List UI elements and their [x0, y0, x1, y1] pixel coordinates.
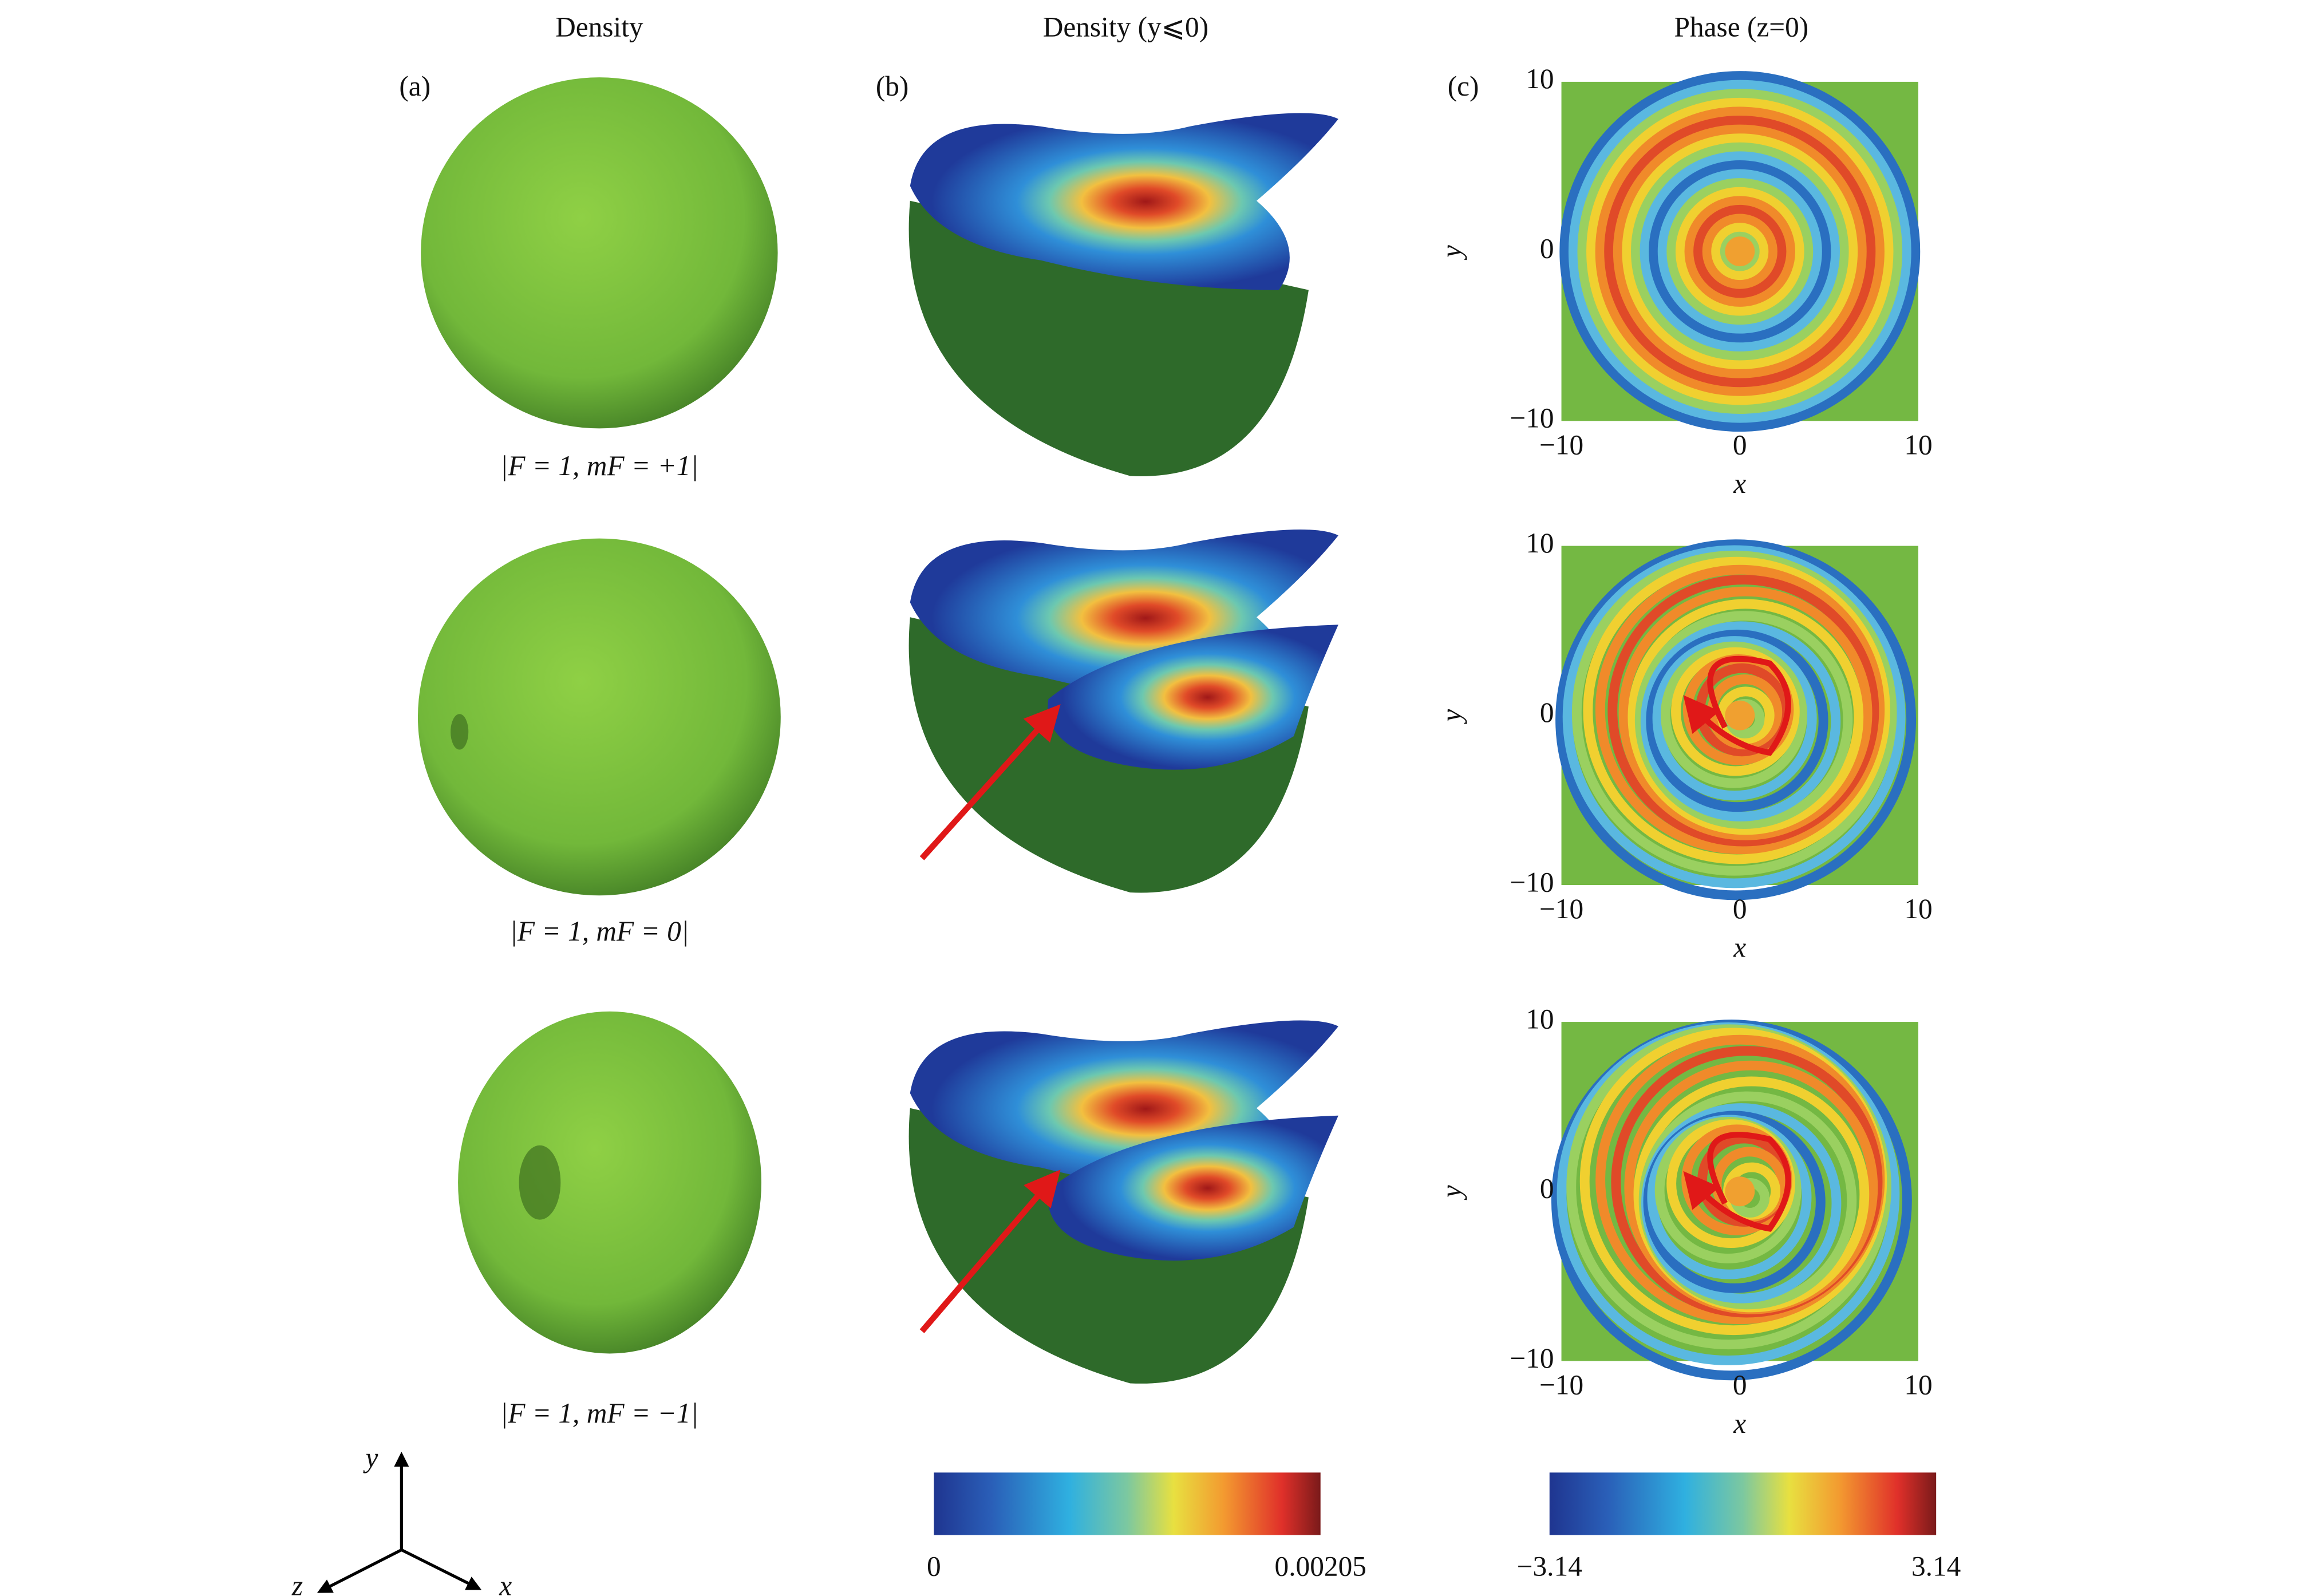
colorbar: [1549, 1472, 1937, 1535]
colorbar-max: 0.00205: [1275, 1551, 1366, 1582]
x-tick-label: 0: [1733, 429, 1747, 460]
phase-ring: [1586, 97, 1894, 405]
phase-ring: [1568, 80, 1911, 423]
phase-ring: [1657, 169, 1822, 334]
x-tick-label: 10: [1904, 893, 1932, 925]
x-tick-label: 0: [1733, 1369, 1747, 1401]
phase-ring: [1604, 116, 1876, 388]
y-tick-label: 0: [1540, 232, 1554, 264]
x-tick-label: 0: [1733, 893, 1747, 925]
phase-ring: [1630, 142, 1849, 361]
y-tick-label: 10: [1526, 527, 1554, 559]
density-lobe: [1048, 625, 1338, 770]
y-tick-label: −10: [1510, 866, 1554, 898]
phase-core: [1725, 236, 1755, 267]
y-axis-label: y: [1436, 1185, 1467, 1200]
phase-ring: [1675, 187, 1804, 316]
triad-label: z: [291, 1570, 303, 1596]
phase-ring: [1618, 586, 1873, 840]
phase-ring: [1666, 178, 1814, 325]
phase-ring: [1711, 223, 1769, 281]
phase-ring: [1555, 539, 1917, 900]
phase-ring: [1607, 575, 1879, 847]
y-tick-label: 0: [1540, 1173, 1554, 1204]
phase-ring: [1702, 214, 1777, 289]
state-label: |F = 1, mF = +1|: [500, 450, 698, 481]
x-tick-label: 10: [1904, 1369, 1932, 1401]
phase-ring: [1671, 647, 1800, 776]
state-label: |F = 1, mF = −1|: [500, 1397, 698, 1429]
y-axis-label: y: [1436, 709, 1467, 725]
arrow: [919, 1170, 1061, 1333]
phase-ring: [1595, 106, 1885, 396]
phase-ring: [1652, 636, 1817, 801]
phase-ring: [1628, 599, 1864, 835]
panel-label: (b): [876, 70, 909, 102]
vortex-arrow: [1683, 655, 1791, 756]
phase-core: [1725, 1176, 1755, 1207]
triad-axis: [317, 1548, 402, 1593]
x-tick-label: 10: [1904, 429, 1932, 460]
colorbar-min: 0: [927, 1551, 941, 1582]
vortex-dimple: [519, 1145, 561, 1220]
phase-ring: [1622, 133, 1858, 370]
phase-ring: [1559, 71, 1921, 432]
phase-ring: [1613, 124, 1867, 378]
phase-core: [1725, 700, 1755, 730]
phase-ring: [1693, 204, 1787, 298]
phase-ring: [1646, 629, 1828, 812]
x-axis-label: x: [1733, 932, 1746, 963]
density-sphere: [458, 1011, 762, 1354]
arrow: [919, 704, 1061, 860]
phase-ring: [1684, 196, 1796, 307]
y-tick-label: 0: [1540, 697, 1554, 728]
panel-label: (a): [399, 70, 430, 102]
phase-ring: [1640, 151, 1840, 351]
density-lobe: [1048, 1115, 1338, 1261]
y-tick-label: 10: [1526, 1003, 1554, 1034]
phase-ring: [1571, 550, 1897, 876]
x-axis-label: x: [1733, 468, 1746, 499]
phase-ring: [1595, 564, 1885, 855]
vortex-dimple: [451, 714, 469, 750]
x-tick-label: −10: [1539, 1369, 1583, 1401]
column-title: Density: [555, 11, 643, 42]
phase-ring: [1562, 545, 1906, 888]
triad-axis: [401, 1548, 482, 1590]
column-title: Density (y⩽0): [1043, 11, 1208, 42]
phase-ring: [1634, 611, 1853, 829]
phase-ring: [1640, 621, 1841, 821]
density-sphere: [421, 77, 778, 429]
phase-ring: [1649, 160, 1831, 343]
panel-label: (c): [1448, 70, 1479, 102]
density-top: [910, 113, 1338, 290]
phase-ring: [1583, 556, 1890, 864]
column-title: Phase (z=0): [1674, 11, 1808, 42]
phase-ring: [1577, 89, 1903, 414]
x-axis-label: x: [1733, 1408, 1746, 1439]
y-tick-label: −10: [1510, 1342, 1554, 1374]
x-tick-label: −10: [1539, 429, 1583, 460]
x-tick-label: −10: [1539, 893, 1583, 925]
y-tick-label: 10: [1526, 63, 1554, 94]
y-axis-label: y: [1436, 245, 1467, 260]
colorbar-max: 3.14: [1911, 1551, 1961, 1582]
state-label: |F = 1, mF = 0|: [509, 915, 689, 947]
triad-label: y: [362, 1442, 378, 1473]
phase-ring: [1661, 641, 1807, 788]
vortex-arrow: [1683, 1132, 1791, 1232]
density-sphere: [417, 538, 781, 896]
triad-label: x: [499, 1570, 512, 1596]
y-tick-label: −10: [1510, 402, 1554, 434]
colorbar: [934, 1472, 1321, 1535]
colorbar-min: −3.14: [1517, 1551, 1582, 1582]
